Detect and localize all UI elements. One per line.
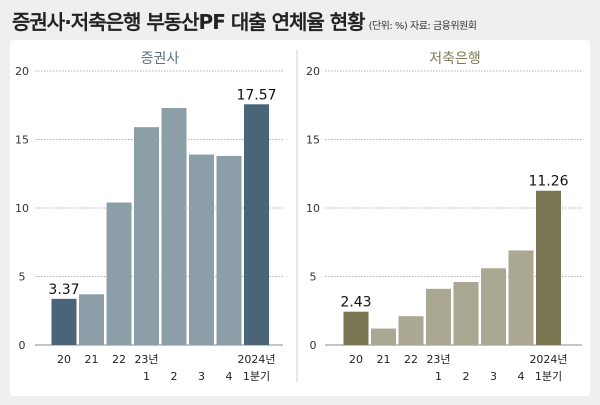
y-tick-label: 10: [306, 202, 320, 215]
x-tick-label: 23년: [426, 353, 450, 366]
data-label: 17.57: [236, 87, 276, 103]
subtitle: (단위: %) 자료: 금융위원회: [368, 21, 477, 32]
data-label: 11.26: [528, 174, 568, 190]
x-tick-label: 2: [463, 370, 470, 383]
y-tick-label: 15: [306, 134, 320, 147]
y-tick-label: 5: [19, 271, 26, 284]
y-tick-label: 20: [15, 65, 29, 78]
bar: [189, 154, 214, 345]
y-tick-label: 10: [15, 202, 29, 215]
x-tick-label: 1분기: [535, 370, 562, 383]
x-tick-label: 1: [143, 370, 150, 383]
data-label: 2.43: [340, 295, 371, 311]
bar: [51, 298, 77, 345]
x-tick-label: 3: [490, 370, 497, 383]
bar: [216, 155, 242, 345]
x-tick-label: 21: [377, 353, 391, 366]
bar: [343, 311, 369, 345]
bar: [106, 202, 132, 345]
bar: [244, 104, 269, 345]
y-tick-label: 20: [306, 65, 320, 78]
bar: [398, 316, 424, 345]
bar: [371, 328, 396, 345]
x-tick-label: 4: [226, 370, 233, 383]
y-tick-label: 15: [15, 134, 29, 147]
y-tick-label: 0: [310, 339, 317, 352]
x-tick-label: 1분기: [243, 370, 270, 383]
bar: [508, 250, 534, 345]
x-tick-label: 4: [518, 370, 525, 383]
page-title: 증권사·저축은행 부동산PF 대출 연체율 현황 (단위: %) 자료: 금융위원…: [12, 6, 477, 35]
bar: [426, 288, 451, 345]
x-tick-label: 22: [112, 353, 126, 366]
bar: [79, 294, 104, 345]
x-tick-label: 1: [435, 370, 442, 383]
panel-title: 증권사: [141, 51, 180, 67]
x-tick-label: 2024년: [237, 353, 275, 366]
x-tick-label: 2: [171, 370, 178, 383]
data-label: 3.37: [48, 282, 79, 298]
x-tick-label: 20: [349, 353, 363, 366]
title-text: 증권사·저축은행 부동산PF 대출 연체율 현황: [12, 10, 366, 34]
bar: [134, 127, 159, 345]
panel-title: 저축은행: [429, 51, 481, 67]
y-tick-label: 5: [310, 271, 317, 284]
y-tick-label: 0: [19, 339, 26, 352]
x-tick-label: 2024년: [529, 353, 567, 366]
x-tick-label: 22: [404, 353, 418, 366]
bar: [481, 268, 506, 345]
bar: [536, 190, 561, 345]
x-tick-label: 21: [85, 353, 99, 366]
x-tick-label: 23년: [134, 353, 158, 366]
x-tick-label: 3: [198, 370, 205, 383]
bar: [161, 107, 187, 346]
x-tick-label: 20: [57, 353, 71, 366]
bar: [453, 281, 479, 345]
